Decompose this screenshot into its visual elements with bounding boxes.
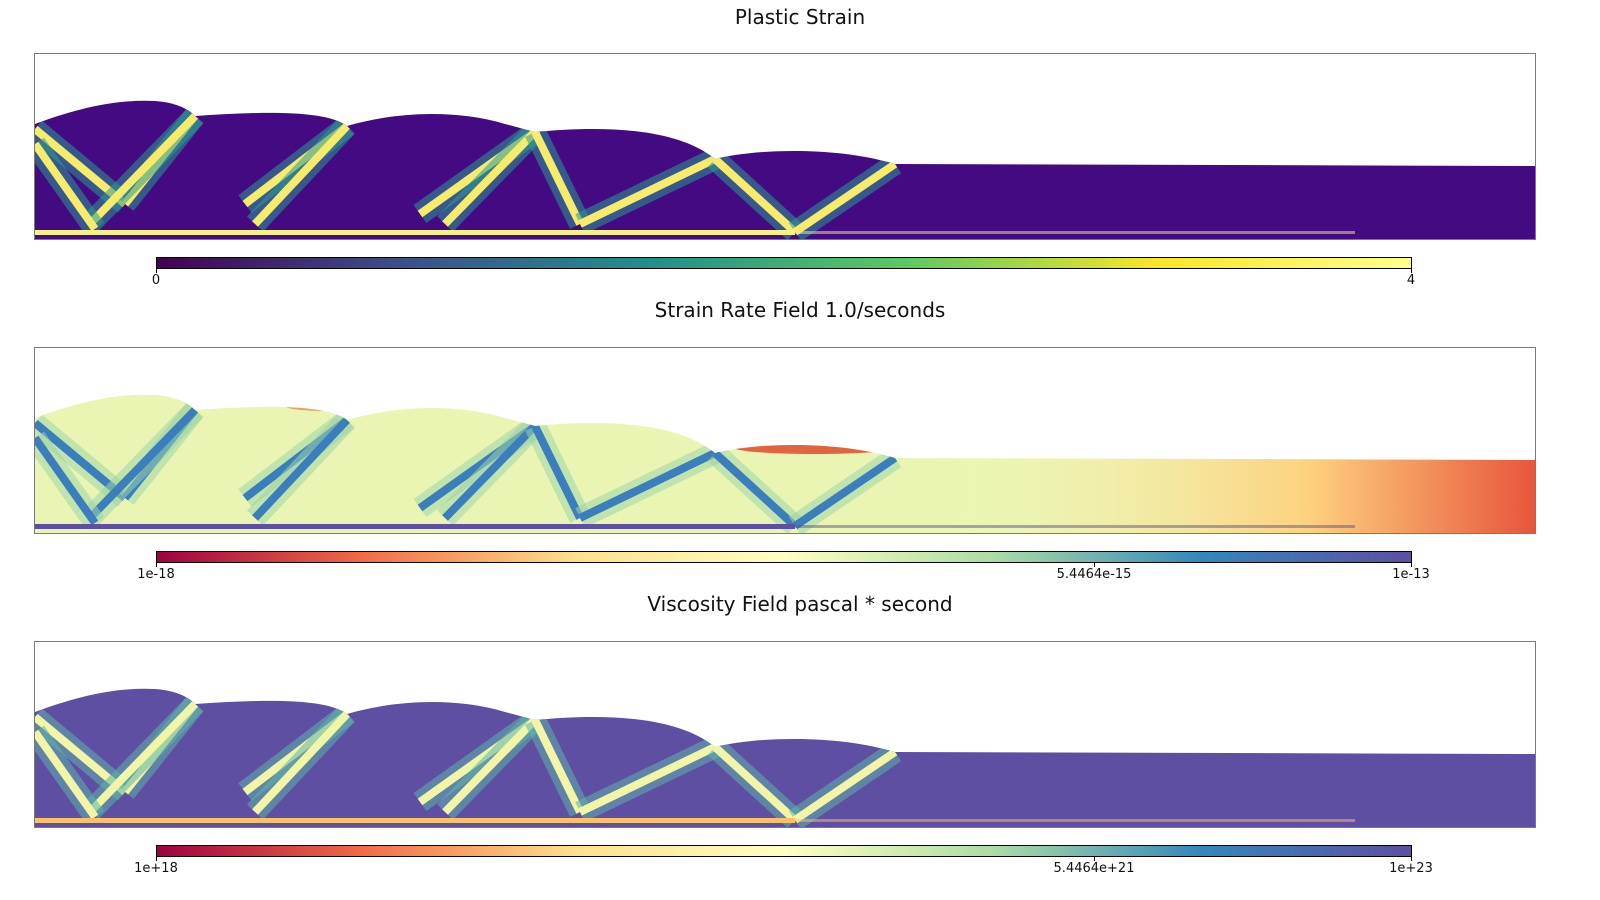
panel-title-strain-rate: Strain Rate Field 1.0/seconds: [654, 298, 946, 322]
colorbar-strain-rate: [156, 551, 1412, 563]
plot-frame-viscosity: [34, 641, 1536, 828]
heatmap-plastic-strain: [35, 100, 1535, 239]
colorbar-viscosity: [156, 845, 1412, 857]
colorbar-tick-min: 1e+18: [134, 861, 178, 876]
colorbar-tick-mid: 5.4464e+21: [1053, 861, 1135, 876]
panel-title-plastic-strain: Plastic Strain: [734, 5, 866, 29]
colorbar-plastic-strain: [156, 257, 1412, 269]
colorbar-tick-mid: 5.4464e-15: [1056, 567, 1132, 582]
colorbar-tick-max: 1e+23: [1389, 861, 1433, 876]
colorbar-tick-min: 0: [151, 273, 161, 288]
colorbar-tick-min: 1e-18: [137, 567, 175, 582]
colorbar-tick-max: 1e-13: [1392, 567, 1430, 582]
heatmap-strain-rate: [35, 394, 1535, 533]
plot-frame-plastic-strain: [34, 53, 1536, 240]
plot-frame-strain-rate: [34, 347, 1536, 534]
heatmap-viscosity: [35, 688, 1535, 827]
panel-title-viscosity: Viscosity Field pascal * second: [647, 592, 953, 616]
colorbar-tick-max: 4: [1406, 273, 1416, 288]
